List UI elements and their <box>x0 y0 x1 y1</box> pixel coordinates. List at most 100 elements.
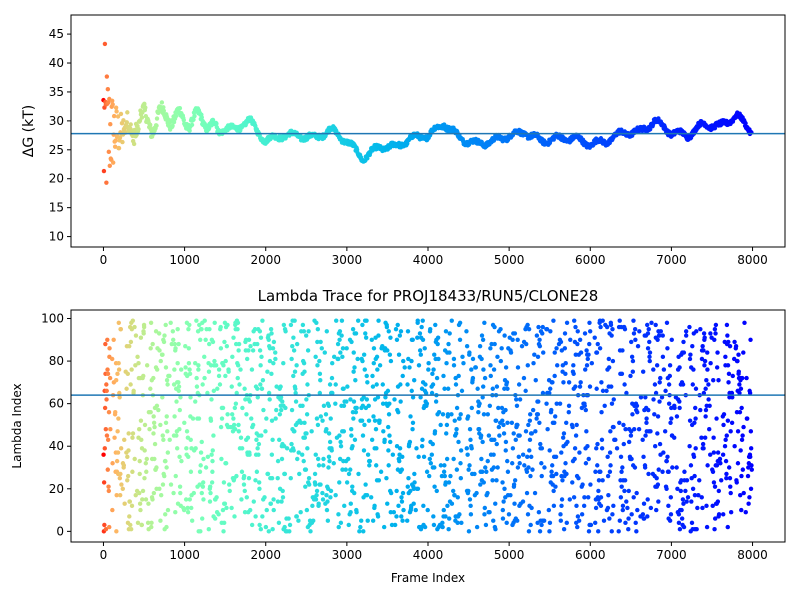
lambda-point <box>678 488 684 494</box>
lambda-point <box>690 382 695 387</box>
lambda-point <box>203 465 209 470</box>
lambda-point <box>705 463 710 468</box>
lambda-point <box>239 446 245 451</box>
delta-g-point <box>113 138 118 143</box>
lambda-point <box>725 333 730 338</box>
lambda-point <box>570 424 575 430</box>
lambda-point <box>365 518 370 523</box>
lambda-point <box>653 322 658 328</box>
lambda-point <box>151 490 157 496</box>
lambda-point <box>552 420 557 426</box>
lambda-point <box>642 465 648 470</box>
lambda-point <box>636 426 642 432</box>
lambda-point <box>736 369 741 374</box>
lambda-point <box>640 512 646 517</box>
lambda-point <box>117 395 122 400</box>
lambda-point <box>611 397 616 402</box>
lambda-point <box>644 420 649 426</box>
lambda-point <box>736 352 741 357</box>
lambda-point <box>432 429 438 434</box>
lambda-point <box>127 514 132 519</box>
lambda-point <box>610 358 616 364</box>
lambda-point <box>335 341 341 347</box>
lambda-point <box>254 469 260 474</box>
lambda-point <box>375 514 381 519</box>
lambda-point <box>652 412 657 417</box>
lambda-point <box>238 367 243 372</box>
lambda-point <box>583 461 589 466</box>
delta-g-y-tick-label: 10 <box>49 230 64 244</box>
lambda-y-tick-label: 40 <box>49 439 64 453</box>
lambda-point <box>729 390 735 396</box>
lambda-point <box>458 475 464 481</box>
lambda-point <box>667 363 673 368</box>
lambda-point <box>701 390 707 396</box>
lambda-point <box>534 333 540 338</box>
lambda-point <box>720 452 726 457</box>
lambda-point <box>305 348 311 353</box>
lambda-point <box>573 384 578 389</box>
lambda-point <box>320 490 325 496</box>
lambda-point <box>237 382 242 387</box>
lambda-point <box>163 420 169 426</box>
lambda-point <box>394 337 400 342</box>
lambda-point <box>163 512 168 517</box>
lambda-x-tick-label: 4000 <box>413 548 444 562</box>
lambda-point <box>713 331 718 336</box>
lambda-point <box>344 399 349 404</box>
lambda-point <box>596 488 601 494</box>
lambda-x-tick-label: 3000 <box>332 548 363 562</box>
lambda-point <box>144 469 149 474</box>
lambda-point <box>244 412 249 417</box>
lambda-point <box>657 333 662 338</box>
lambda-point <box>116 320 121 325</box>
lambda-y-tick-label: 100 <box>41 312 64 326</box>
lambda-point <box>349 339 354 345</box>
lambda-point <box>302 369 307 374</box>
lambda-point <box>624 499 629 504</box>
lambda-point <box>617 518 623 523</box>
lambda-point <box>741 490 746 496</box>
lambda-point <box>614 446 620 451</box>
lambda-point <box>478 482 483 487</box>
lambda-point <box>433 322 438 328</box>
lambda-point <box>118 446 124 451</box>
lambda-point <box>447 516 452 521</box>
lambda-point <box>201 497 206 502</box>
lambda-point <box>577 337 583 342</box>
lambda-point <box>251 499 256 504</box>
lambda-point <box>624 390 629 396</box>
lambda-point <box>456 373 461 379</box>
lambda-y-tick-label: 0 <box>56 524 64 538</box>
lambda-point <box>197 469 203 474</box>
delta-g-y-axis-label: ΔG (kT) <box>21 105 37 157</box>
lambda-point <box>620 348 625 353</box>
lambda-point <box>485 490 490 496</box>
lambda-point <box>354 510 359 515</box>
lambda-point <box>339 318 345 323</box>
lambda-point <box>258 527 264 532</box>
lambda-point <box>451 488 456 494</box>
lambda-point <box>186 326 191 332</box>
lambda-point <box>512 331 518 336</box>
lambda-point <box>566 403 572 408</box>
lambda-point <box>621 441 627 447</box>
lambda-point <box>249 416 254 421</box>
lambda-point <box>565 439 570 445</box>
lambda-point <box>422 524 428 530</box>
lambda-point <box>726 371 732 377</box>
lambda-panel: Lambda Trace for PROJ18433/RUN5/CLONE28 … <box>10 287 786 585</box>
lambda-point <box>259 433 264 438</box>
lambda-point <box>392 522 398 528</box>
lambda-point <box>675 486 680 491</box>
lambda-point <box>226 369 231 374</box>
lambda-point <box>595 341 600 347</box>
lambda-point <box>571 363 576 368</box>
lambda-point <box>421 503 426 509</box>
lambda-point <box>161 437 166 443</box>
lambda-point <box>482 505 488 511</box>
lambda-point <box>589 361 595 366</box>
lambda-point <box>304 397 309 402</box>
lambda-point <box>484 469 489 474</box>
